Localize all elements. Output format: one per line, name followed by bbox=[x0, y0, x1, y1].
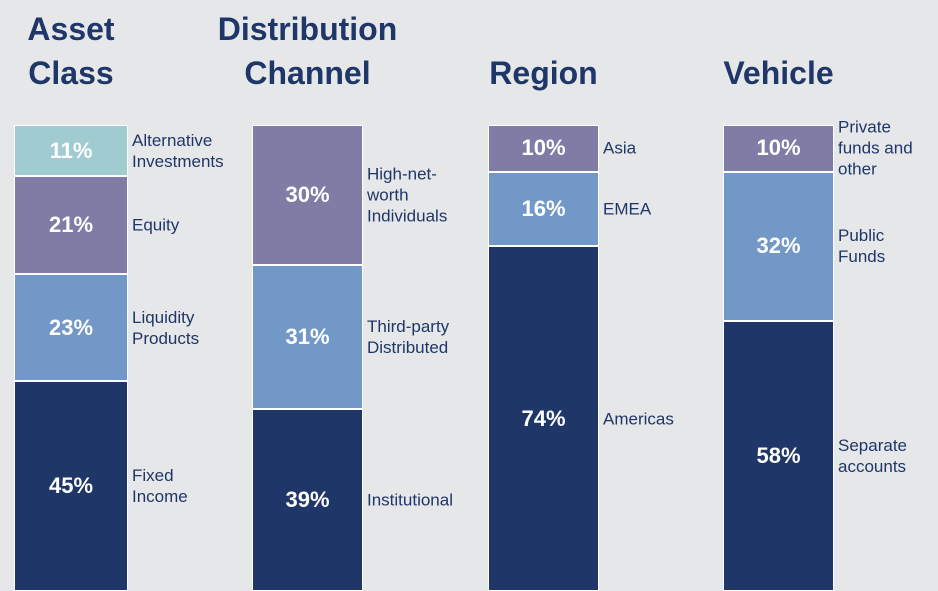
value-label: 45% bbox=[48, 473, 94, 499]
chart-title: Region bbox=[489, 55, 598, 91]
chart-title: Distribution Channel bbox=[217, 11, 398, 91]
value-label: 32% bbox=[756, 233, 801, 259]
value-label: 31% bbox=[285, 324, 330, 350]
bar-segment: 45% bbox=[14, 381, 128, 591]
bar-segment: 74% bbox=[488, 246, 599, 591]
value-label: 21% bbox=[48, 212, 94, 238]
value-label: 10% bbox=[756, 135, 801, 161]
value-label: 30% bbox=[285, 181, 330, 207]
legend-label: Americas bbox=[603, 409, 674, 429]
value-label: 58% bbox=[756, 442, 801, 468]
bar-segment: 10% bbox=[723, 125, 834, 172]
legend-label: Fixed Income bbox=[132, 466, 188, 507]
legend-label: Separate accounts bbox=[838, 435, 907, 476]
value-label: 11% bbox=[49, 137, 93, 163]
legend-label: EMEA bbox=[603, 199, 652, 219]
legend-label: Asia bbox=[603, 138, 637, 158]
chart-title: Vehicle bbox=[723, 55, 834, 91]
bar-segment: 21% bbox=[14, 176, 128, 275]
bar-segment: 30% bbox=[252, 125, 363, 265]
value-label: 23% bbox=[48, 314, 94, 340]
chart-title: Asset Class bbox=[27, 11, 115, 91]
bar-segment: 31% bbox=[252, 264, 363, 410]
bar-segment: 23% bbox=[14, 274, 128, 382]
legend-label: Liquidity Products bbox=[132, 307, 200, 348]
bar-segment: 11% bbox=[14, 125, 128, 177]
legend-label: Private funds and other bbox=[838, 117, 913, 179]
value-label: 16% bbox=[521, 195, 566, 221]
value-label: 74% bbox=[521, 405, 566, 431]
legend-label: Alternative Investments bbox=[132, 130, 224, 171]
legend-label: High-net-worth Individuals bbox=[367, 164, 448, 226]
bar-segment: 10% bbox=[488, 125, 599, 172]
legend-label: Equity bbox=[132, 215, 180, 235]
bar-segment: 32% bbox=[723, 171, 834, 321]
bar-segment: 39% bbox=[252, 409, 363, 591]
bar-segment: 58% bbox=[723, 320, 834, 591]
legend-label: Third-party Distributed bbox=[367, 317, 450, 358]
legend-label: Public Funds bbox=[838, 226, 886, 267]
value-label: 10% bbox=[521, 135, 566, 161]
bar-segment: 16% bbox=[488, 171, 599, 247]
value-label: 39% bbox=[285, 487, 330, 513]
legend-label: Institutional bbox=[367, 490, 453, 510]
